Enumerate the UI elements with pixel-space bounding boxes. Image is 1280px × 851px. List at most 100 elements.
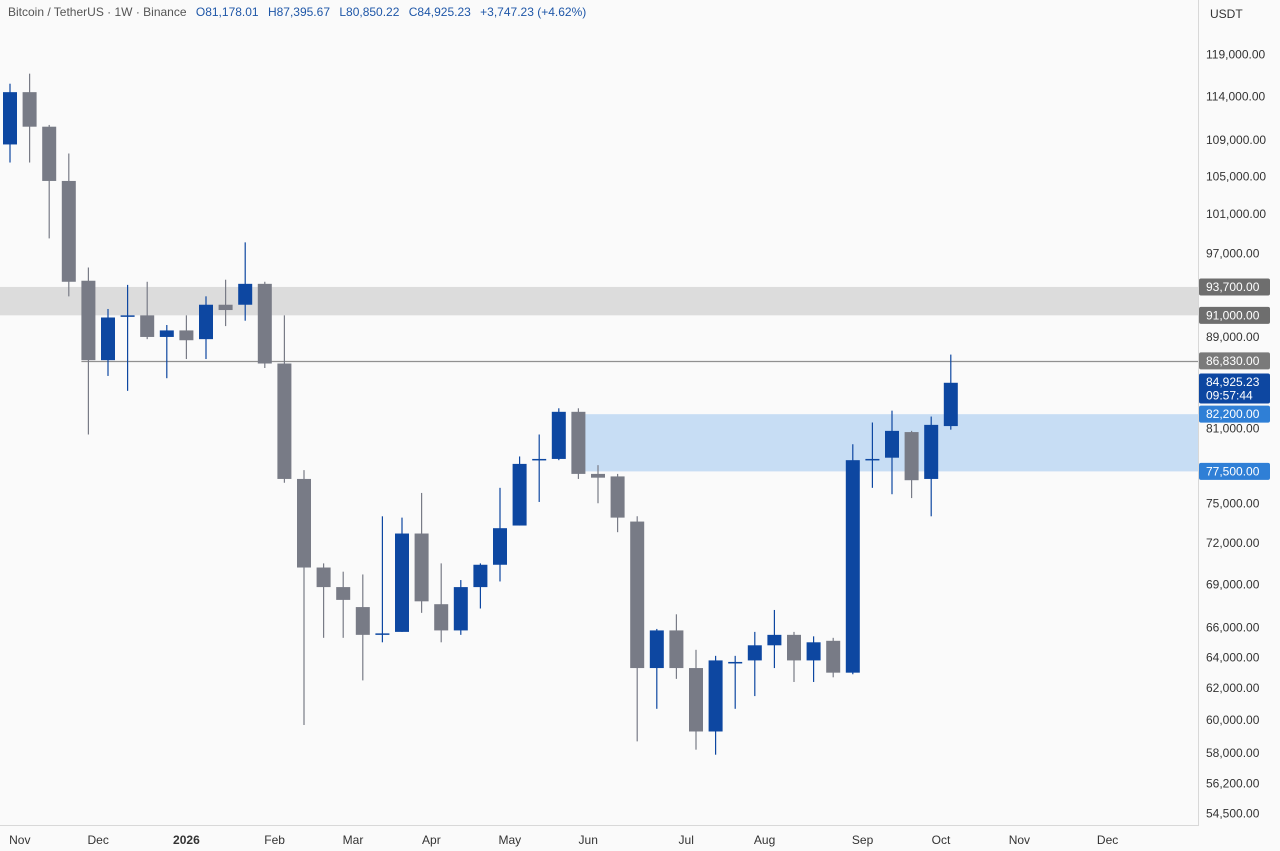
candle[interactable] (159, 325, 174, 379)
candle[interactable] (297, 470, 311, 725)
candle[interactable] (277, 315, 292, 483)
candle[interactable] (591, 465, 605, 504)
candle[interactable] (630, 516, 645, 742)
candle-body (551, 411, 566, 459)
price-tag[interactable]: 77,500.00 (1199, 462, 1270, 480)
candle[interactable] (787, 631, 801, 682)
candle[interactable] (101, 308, 115, 376)
candle[interactable] (649, 628, 664, 709)
candle[interactable] (179, 315, 194, 360)
legend-low: L80,850.22 (339, 5, 400, 19)
candle[interactable] (336, 571, 351, 638)
price-tag[interactable]: 91,000.00 (1199, 306, 1270, 324)
candle-body (591, 473, 605, 478)
price-tick-label: 66,000.00 (1206, 620, 1260, 634)
candle[interactable] (3, 83, 17, 163)
price-tag[interactable]: 86,830.00 (1199, 352, 1270, 370)
candle[interactable] (551, 408, 566, 461)
candle[interactable] (22, 73, 37, 163)
candle[interactable] (532, 434, 547, 502)
candle[interactable] (747, 631, 762, 697)
candle-body (924, 424, 939, 479)
candle[interactable] (924, 416, 939, 517)
candle-body (845, 460, 860, 673)
candle[interactable] (767, 609, 782, 669)
price-tag-bg (1199, 306, 1270, 324)
candle[interactable] (473, 563, 488, 609)
price-tick-label: 81,000.00 (1206, 421, 1260, 435)
time-tick-label: Oct (932, 833, 951, 847)
candle[interactable] (199, 296, 213, 360)
price-tag-label: 86,830.00 (1206, 354, 1260, 368)
candle-body (787, 634, 801, 661)
candle[interactable] (140, 281, 155, 340)
candle-body (453, 587, 468, 631)
candle[interactable] (257, 281, 272, 369)
candle[interactable] (512, 456, 527, 526)
candle-body (101, 317, 115, 361)
candle[interactable] (493, 487, 507, 582)
price-tick-label: 60,000.00 (1206, 713, 1260, 727)
zone-demand (571, 414, 1198, 472)
candle-body (865, 458, 880, 461)
candle-body (375, 633, 390, 635)
candle[interactable] (728, 655, 743, 709)
candle-body (316, 567, 331, 588)
time-tick-label: Nov (1009, 833, 1030, 847)
currency-label[interactable]: USDT (1210, 7, 1243, 21)
price-tag[interactable]: 82,200.00 (1199, 405, 1270, 423)
price-tag[interactable]: 93,700.00 (1199, 278, 1270, 296)
candle[interactable] (689, 649, 703, 750)
candle[interactable] (218, 279, 233, 327)
candle-body (708, 660, 723, 732)
candle[interactable] (316, 563, 331, 638)
candle[interactable] (845, 444, 860, 675)
symbol-label[interactable]: Bitcoin / TetherUS · 1W · Binance (8, 5, 187, 19)
time-tick-label: Dec (88, 833, 109, 847)
price-tick-label: 56,200.00 (1206, 777, 1260, 791)
candle[interactable] (943, 354, 958, 430)
candle[interactable] (395, 517, 409, 632)
price-tick-label: 105,000.00 (1206, 169, 1266, 183)
candle[interactable] (610, 473, 625, 533)
candle[interactable] (571, 408, 586, 479)
price-axis-ticks: 119,000.00 114,000.00 109,000.00 105,000.00… (1206, 48, 1266, 821)
candle[interactable] (669, 614, 684, 679)
candle[interactable] (904, 430, 919, 499)
candle[interactable] (375, 516, 390, 643)
candle[interactable] (434, 563, 449, 643)
price-tag-bg (1199, 352, 1270, 370)
time-tick-label: Nov (9, 833, 30, 847)
candle-body (767, 634, 782, 646)
candle[interactable] (42, 124, 57, 239)
candle[interactable] (81, 267, 96, 435)
legend-high: H87,395.67 (267, 5, 330, 19)
candle[interactable] (414, 492, 429, 613)
candle[interactable] (61, 153, 76, 297)
candle[interactable] (826, 637, 841, 678)
candle[interactable] (885, 410, 899, 495)
symbol-legend: Bitcoin / TetherUS · 1W · Binance O81,17… (8, 5, 586, 19)
candle-body (434, 604, 449, 631)
candle[interactable] (865, 422, 880, 488)
candle-body (218, 304, 233, 311)
zone-supply (0, 286, 1198, 316)
candle[interactable] (708, 655, 723, 755)
candle[interactable] (453, 580, 468, 635)
time-tick-label: Aug (754, 833, 775, 847)
candle-body (806, 642, 821, 661)
candle-body (669, 630, 684, 669)
candle[interactable] (355, 574, 370, 681)
candle-body (904, 432, 919, 481)
candle-body (473, 564, 488, 588)
candle-body (199, 304, 213, 340)
candle[interactable] (238, 242, 253, 321)
candle[interactable] (806, 636, 821, 682)
time-tick-label: Sep (852, 833, 874, 847)
time-tick-label: Apr (422, 833, 441, 847)
price-tag-label: 93,700.00 (1206, 280, 1260, 294)
candle[interactable] (120, 284, 135, 391)
candles-layer (3, 73, 958, 755)
